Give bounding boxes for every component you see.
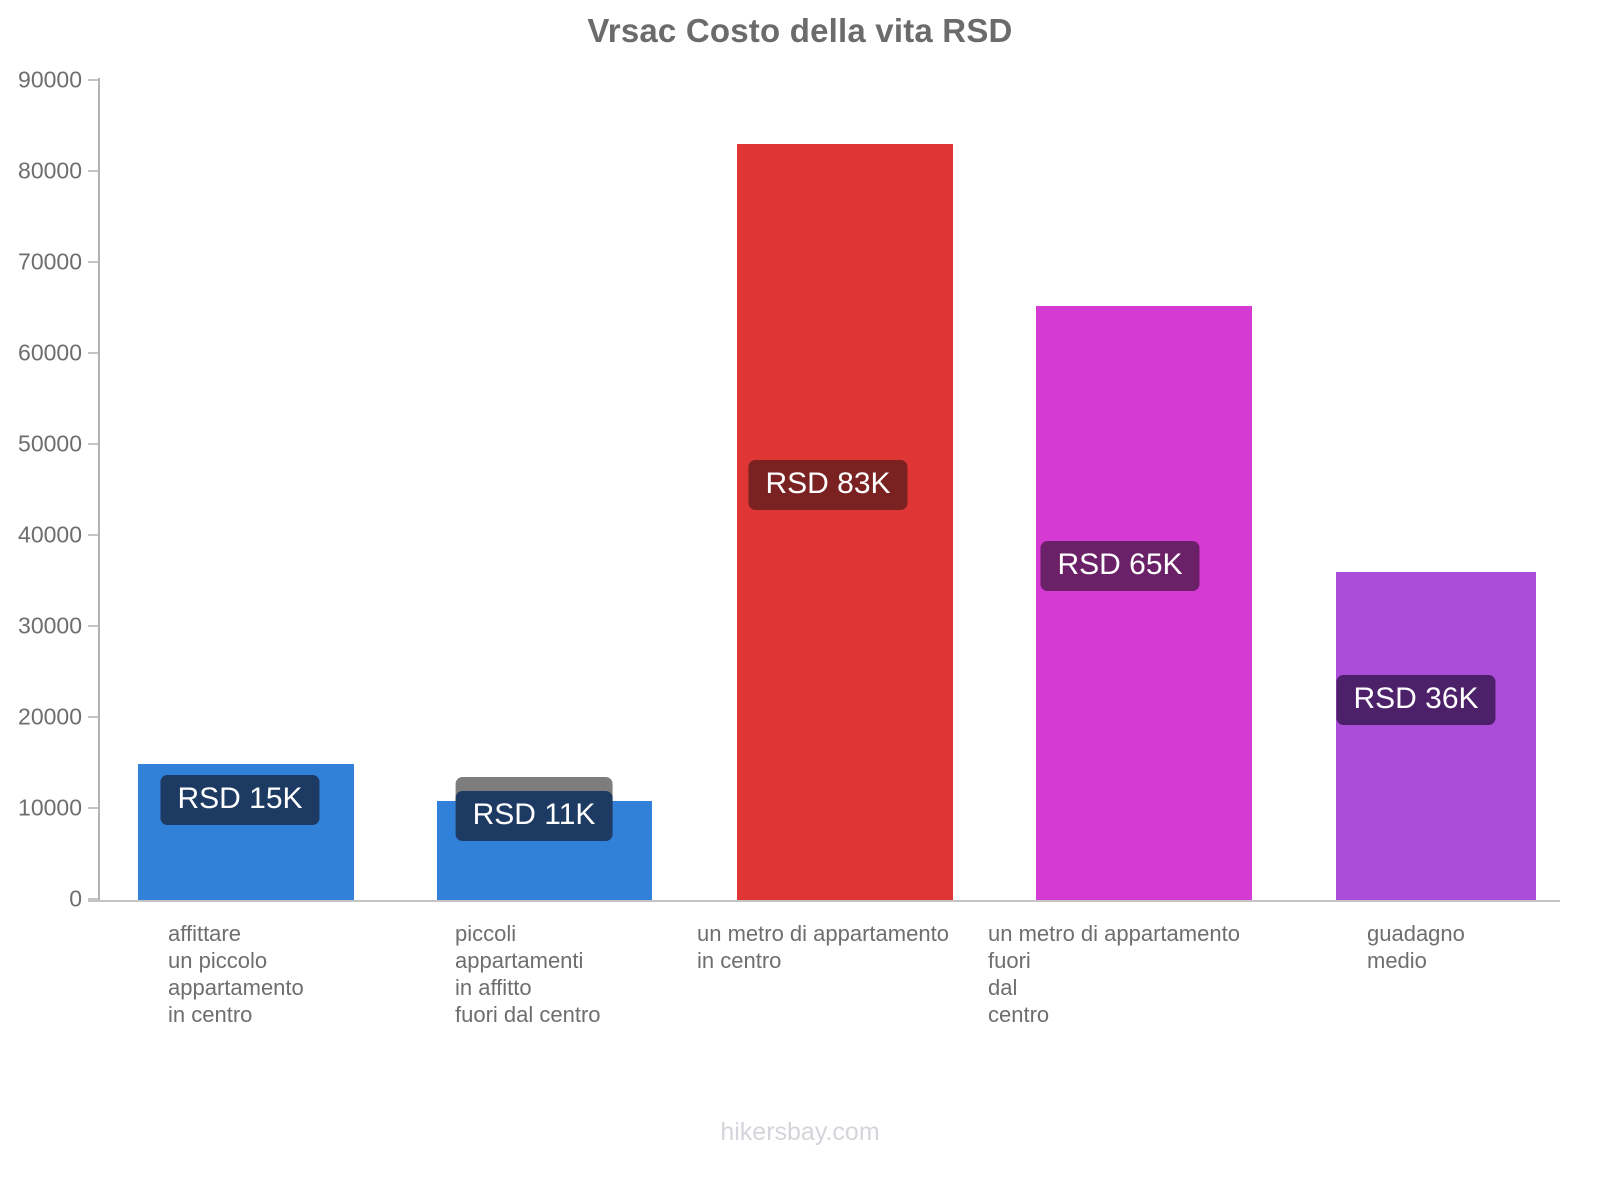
y-tick-label-60000: 60000	[18, 339, 82, 366]
category-label-line: un metro di appartamento	[988, 921, 1240, 946]
y-tick-label-10000: 10000	[18, 794, 82, 821]
category-label-line: guadagno	[1367, 921, 1465, 946]
y-tick-label-80000: 80000	[18, 157, 82, 184]
category-label-4: guadagno medio	[1367, 920, 1465, 974]
chart-title: Vrsac Costo della vita RSD	[587, 12, 1013, 49]
category-label-line: centro	[988, 1002, 1050, 1027]
category-label-line: fuori dal centro	[455, 1002, 601, 1027]
footer-watermark: hikersbay.com	[720, 1118, 880, 1146]
y-tick-mark-40000	[88, 534, 98, 536]
category-label-line: fuori	[988, 948, 1031, 973]
category-label-line: piccoli	[455, 921, 517, 946]
y-tick-mark-90000	[88, 79, 98, 81]
value-badge-0: RSD 15K	[160, 775, 320, 825]
y-tick-mark-20000	[88, 716, 98, 718]
y-tick-label-20000: 20000	[18, 703, 82, 730]
value-badge-1: RSD 11K	[455, 791, 613, 841]
category-label-line: dal	[988, 975, 1018, 1000]
category-label-3: un metro di appartamento fuori dal centro	[988, 920, 1240, 1028]
y-tick-label-40000: 40000	[18, 521, 82, 548]
y-tick-mark-0	[88, 898, 98, 900]
y-tick-label-90000: 90000	[18, 66, 82, 93]
y-tick-label-70000: 70000	[18, 248, 82, 275]
category-label-1: piccoli appartamenti in affitto fuori dal c…	[455, 920, 601, 1028]
bar-4[interactable]	[1336, 572, 1536, 900]
bar-2[interactable]	[737, 143, 953, 900]
category-label-0: affittare un piccolo appartamento in centro	[168, 920, 304, 1028]
category-label-line: medio	[1367, 948, 1427, 973]
category-label-line: in centro	[697, 948, 782, 973]
category-label-line: appartamento	[168, 975, 304, 1000]
y-tick-mark-70000	[88, 261, 98, 263]
y-tick-mark-80000	[88, 170, 98, 172]
category-label-line: affittare	[168, 921, 241, 946]
y-tick-label-50000: 50000	[18, 430, 82, 457]
category-label-line: in centro	[168, 1002, 253, 1027]
category-label-line: un metro di appartamento	[697, 921, 949, 946]
x-axis-line	[88, 900, 1560, 902]
y-tick-mark-10000	[88, 807, 98, 809]
value-badge-2: RSD 83K	[748, 460, 908, 510]
y-tick-mark-30000	[88, 625, 98, 627]
category-label-2: un metro di appartamento in centro	[697, 920, 949, 974]
category-label-line: in affitto	[455, 975, 532, 1000]
category-label-line: un piccolo	[168, 948, 268, 973]
category-label-line: appartamenti	[455, 948, 584, 973]
y-tick-mark-50000	[88, 443, 98, 445]
bar-3[interactable]	[1036, 305, 1252, 900]
value-badge-4: RSD 36K	[1336, 675, 1496, 725]
y-tick-label-30000: 30000	[18, 612, 82, 639]
y-tick-label-0: 0	[69, 885, 82, 912]
y-tick-mark-60000	[88, 352, 98, 354]
y-axis-line	[98, 78, 100, 900]
value-badge-3: RSD 65K	[1040, 541, 1200, 591]
